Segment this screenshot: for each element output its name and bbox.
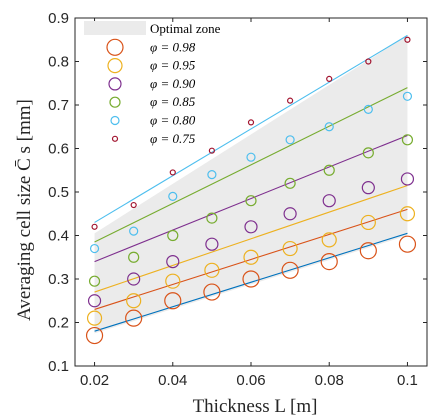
fit-line-3	[94, 134, 408, 263]
data-point-2-0	[87, 294, 102, 308]
legend-swatch-optimal-zone	[84, 21, 146, 35]
data-point-2-8	[400, 172, 415, 186]
data-point-2-7	[361, 181, 375, 195]
legend-marker-3	[109, 96, 121, 108]
data-point-0-3	[203, 283, 221, 301]
y-tick-label: 0.9	[48, 10, 69, 27]
data-point-2-2	[166, 255, 180, 269]
legend-label-3: φ = 0.85	[150, 94, 196, 109]
data-point-2-3	[205, 237, 219, 251]
legend-marker-4	[110, 115, 120, 126]
data-point-1-7	[360, 214, 376, 231]
data-point-4-6	[324, 122, 334, 132]
data-point-4-3	[207, 170, 217, 180]
data-point-5-2	[169, 169, 176, 176]
data-point-3-8	[401, 134, 414, 146]
data-point-3-1	[128, 251, 140, 263]
data-point-4-8	[402, 91, 413, 101]
data-point-4-5	[285, 135, 295, 145]
data-point-1-1	[126, 293, 142, 309]
legend: Optimal zone φ = 0.98 φ = 0.95 φ = 0.90 φ = …	[84, 21, 221, 146]
data-point-1-0	[86, 310, 103, 326]
y-tick-label: 0.6	[48, 141, 69, 158]
legend-marker-1	[107, 57, 123, 74]
x-tick-label: 0.08	[315, 372, 344, 389]
legend-marker-0	[106, 38, 124, 56]
data-point-0-6	[320, 253, 338, 271]
data-point-5-6	[326, 75, 333, 83]
y-axis-label: Averaging cell size C̄ s [mm]	[14, 99, 35, 321]
data-point-4-1	[129, 226, 139, 236]
data-point-2-6	[322, 194, 336, 208]
data-point-4-7	[363, 104, 373, 114]
data-point-1-4	[243, 249, 259, 265]
data-point-2-4	[244, 220, 258, 234]
data-point-4-2	[168, 191, 178, 201]
x-tick-label: 0.06	[236, 372, 265, 389]
fit-line-4	[94, 87, 408, 243]
data-point-2-5	[283, 207, 297, 221]
data-point-0-0	[85, 326, 104, 345]
fit-line-1	[94, 208, 408, 310]
data-point-3-2	[167, 229, 179, 242]
legend-label-2: φ = 0.90	[150, 76, 196, 91]
y-tick-label: 0.8	[48, 54, 69, 71]
fit-line-5	[94, 34, 408, 223]
data-point-5-5	[287, 97, 294, 104]
data-point-3-3	[206, 212, 218, 224]
legend-marker-2	[108, 77, 122, 91]
data-point-1-2	[165, 273, 181, 289]
y-tick-label: 0.4	[48, 228, 69, 245]
data-point-2-1	[127, 272, 141, 286]
markers-layer	[85, 36, 417, 345]
fit-line-0	[94, 232, 408, 332]
x-axis-label: Thickness L [m]	[193, 396, 318, 417]
data-point-3-5	[284, 177, 296, 189]
data-point-1-5	[282, 240, 298, 257]
x-tick-label: 0.04	[158, 372, 187, 389]
data-point-5-1	[130, 201, 137, 209]
data-point-1-6	[321, 232, 337, 248]
data-point-4-0	[89, 243, 100, 254]
data-point-3-4	[245, 195, 257, 207]
data-point-0-8	[398, 235, 417, 253]
y-tick-label: 0.3	[48, 271, 69, 288]
data-point-0-2	[164, 292, 182, 310]
y-axis-label-text: Averaging cell size C̄ s [mm]	[14, 99, 35, 321]
data-point-5-7	[365, 58, 372, 65]
y-tick-label: 0.7	[48, 97, 69, 114]
optimal-zone	[94, 35, 408, 334]
data-point-1-3	[204, 262, 220, 278]
fit-line-2	[94, 184, 408, 293]
data-point-5-8	[404, 36, 411, 43]
data-point-5-4	[247, 119, 255, 126]
data-point-5-0	[91, 223, 98, 230]
x-tick-label: 0.02	[80, 372, 109, 389]
data-point-0-4	[242, 270, 260, 288]
data-point-0-1	[125, 309, 143, 327]
y-tick-label: 0.5	[48, 184, 69, 201]
legend-label-optimal-zone: Optimal zone	[150, 21, 221, 36]
y-tick-label: 0.1	[48, 358, 69, 375]
data-point-0-5	[281, 261, 299, 279]
data-point-3-0	[88, 275, 101, 287]
ticks-layer: 0.02 0.04 0.06 0.08 0.1 0.1 0.2 0.3 0.4 0.5 0.6 0.7…	[48, 10, 427, 389]
legend-label-0: φ = 0.98	[150, 39, 196, 54]
legend-marker-5	[111, 135, 119, 142]
data-point-3-6	[323, 164, 335, 176]
y-tick-label: 0.2	[48, 315, 69, 332]
legend-label-1: φ = 0.95	[150, 58, 196, 73]
legend-label-4: φ = 0.80	[150, 113, 196, 128]
data-point-0-7	[359, 242, 377, 260]
data-point-1-8	[399, 206, 416, 222]
optimal-zone-layer	[94, 35, 408, 334]
x-tick-label: 0.1	[397, 372, 418, 389]
data-point-3-7	[362, 147, 374, 159]
data-point-4-4	[246, 152, 256, 162]
data-point-5-3	[208, 147, 215, 154]
fit-lines-layer	[94, 34, 408, 332]
legend-label-5: φ = 0.75	[150, 131, 196, 146]
